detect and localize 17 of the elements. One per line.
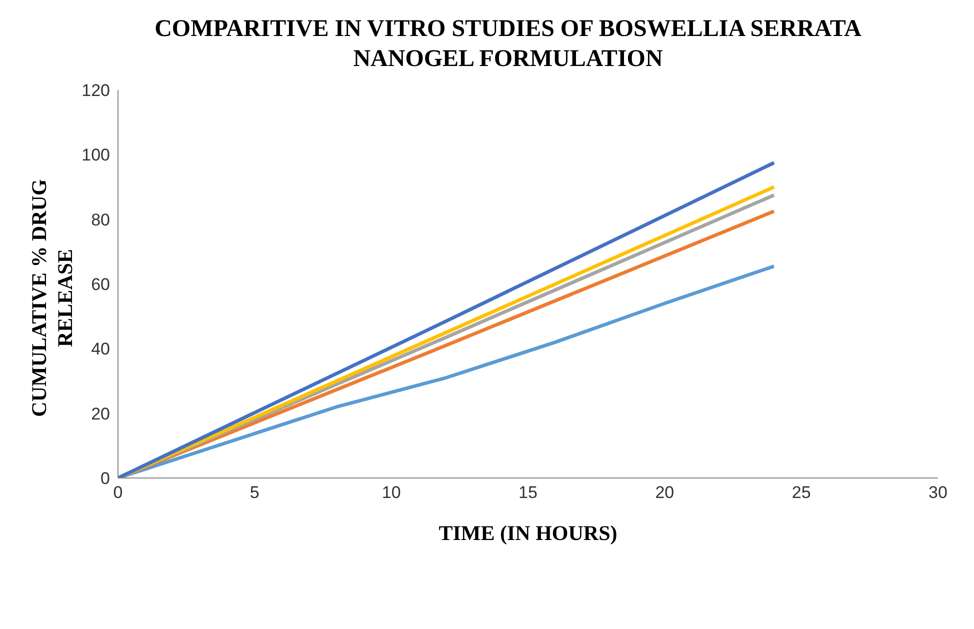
x-tick-label: 30 xyxy=(928,483,948,502)
y-tick-label: 40 xyxy=(91,340,110,359)
y-axis-title: CUMULATIVE % DRUG RELEASE xyxy=(26,178,78,419)
y-tick-label: 20 xyxy=(91,404,110,424)
y-tick-label: 100 xyxy=(82,146,110,165)
x-tick-label: 25 xyxy=(792,483,811,502)
y-tick-label: 60 xyxy=(91,275,110,294)
chart-title: COMPARITIVE IN VITRO STUDIES OF BOSWELLIA SERRATA NANOGEL FORMULATION xyxy=(154,15,862,74)
y-tick-label: 0 xyxy=(100,469,110,488)
y-tick-label: 80 xyxy=(91,210,110,230)
x-axis-title: TIME (IN HOURS) xyxy=(438,521,618,545)
x-tick-label: 10 xyxy=(382,483,401,502)
x-tick-label: 20 xyxy=(655,483,674,502)
x-tick-label: 15 xyxy=(518,483,538,502)
x-tick-label: 0 xyxy=(113,483,123,502)
x-tick-label: 5 xyxy=(250,483,260,502)
y-tick-label: 120 xyxy=(82,81,110,100)
